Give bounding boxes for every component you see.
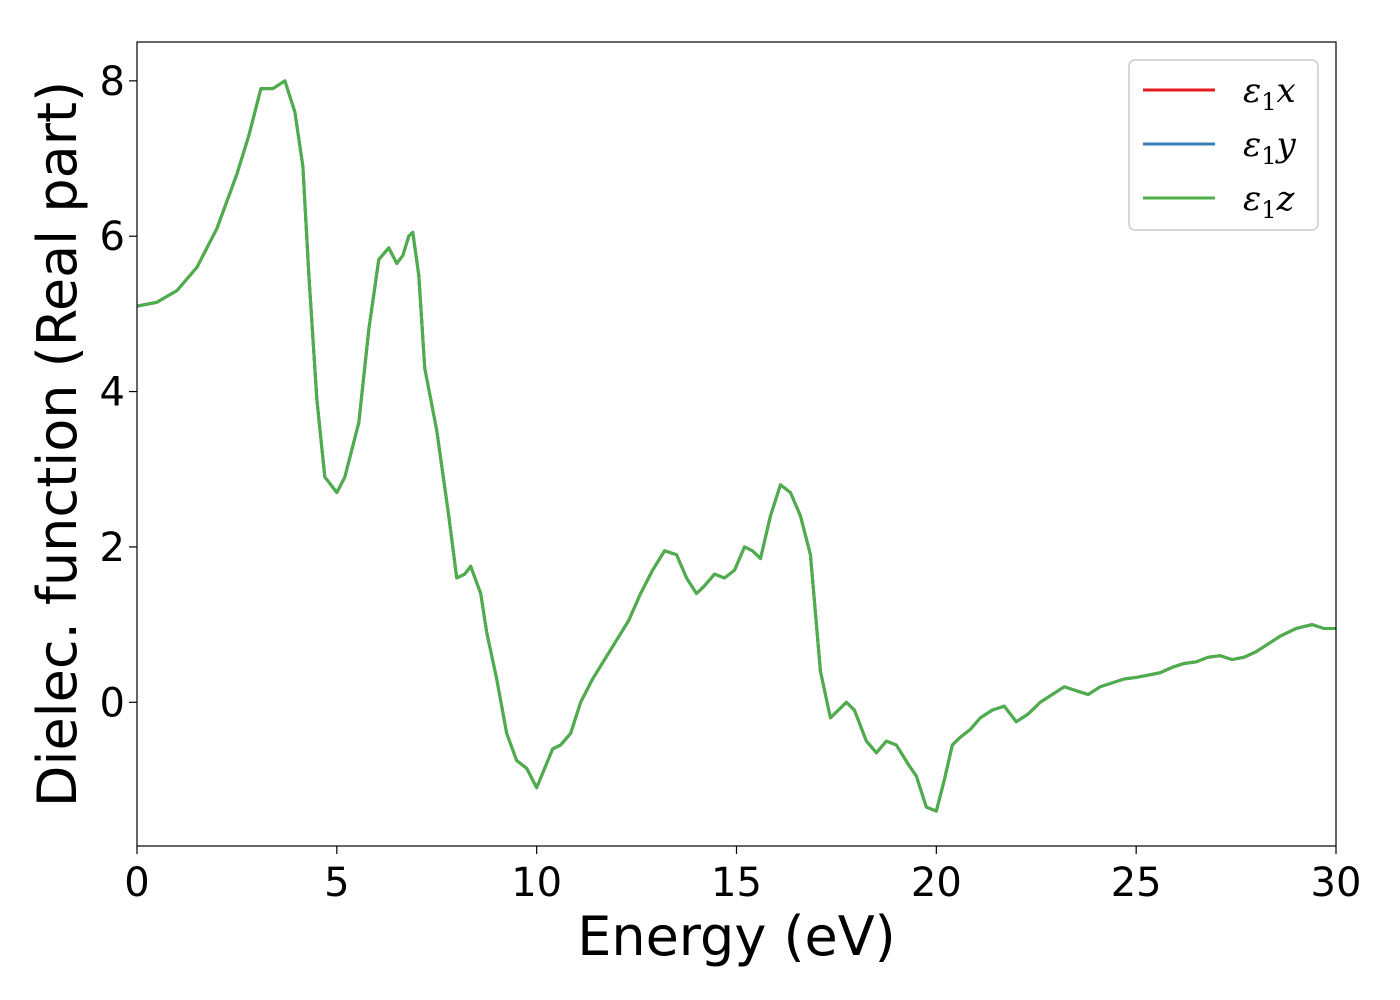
- x-tick-label: 5: [324, 860, 349, 906]
- x-tick-label: 20: [911, 860, 962, 906]
- x-tick-label: 30: [1311, 860, 1362, 906]
- x-tick-label: 15: [711, 860, 762, 906]
- x-tick-label: 10: [511, 860, 562, 906]
- x-axis-label: Energy (eV): [577, 905, 896, 968]
- legend-entry-z: ε1z: [1143, 179, 1296, 224]
- legend-label: ε1y: [1243, 125, 1297, 170]
- y-axis-ticks: 0 2 4 6 8: [100, 59, 137, 726]
- x-tick-label: 25: [1111, 860, 1162, 906]
- y-tick-label: 2: [100, 525, 125, 571]
- legend: ε1x ε1y ε1z: [1128, 59, 1319, 231]
- y-tick-label: 4: [100, 370, 125, 416]
- x-axis-ticks: 0 5 10 15 20 25 30: [124, 846, 1361, 906]
- legend-label: ε1z: [1243, 179, 1296, 224]
- legend-box: [1128, 59, 1319, 231]
- y-tick-label: 8: [100, 59, 125, 105]
- y-tick-label: 0: [100, 680, 125, 726]
- legend-entry-y: ε1y: [1143, 125, 1297, 170]
- x-tick-label: 0: [124, 860, 149, 906]
- legend-label: ε1x: [1243, 71, 1296, 116]
- y-tick-label: 6: [100, 214, 125, 260]
- legend-entry-x: ε1x: [1143, 71, 1296, 116]
- y-axis-label: Dielec. function (Real part): [26, 81, 89, 807]
- series-line-z: [137, 79, 1336, 813]
